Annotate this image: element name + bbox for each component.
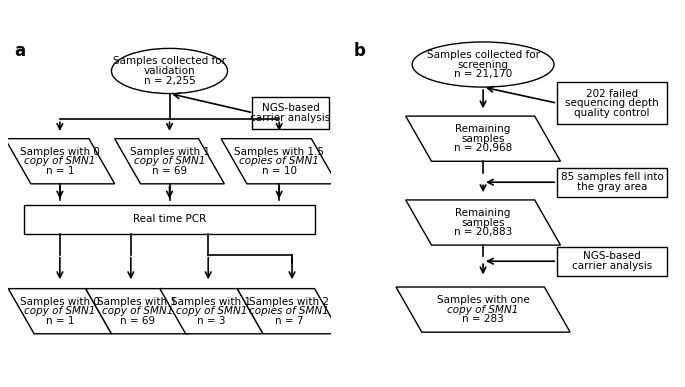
Ellipse shape [412, 42, 554, 87]
Text: a: a [14, 42, 26, 60]
Text: Remaining: Remaining [456, 208, 511, 218]
FancyBboxPatch shape [558, 247, 667, 276]
Polygon shape [221, 139, 337, 184]
Polygon shape [5, 139, 114, 184]
Polygon shape [86, 289, 189, 334]
Text: the gray area: the gray area [577, 182, 647, 192]
Polygon shape [237, 289, 340, 334]
Text: copy of SMN1: copy of SMN1 [101, 306, 173, 316]
Ellipse shape [112, 48, 227, 94]
FancyBboxPatch shape [251, 97, 329, 129]
Text: carrier analysis: carrier analysis [250, 113, 331, 123]
Text: quality control: quality control [574, 108, 650, 118]
Text: n = 1: n = 1 [46, 166, 74, 176]
Text: n = 69: n = 69 [120, 316, 155, 326]
Text: Samples with 1: Samples with 1 [129, 147, 210, 157]
Text: n = 20,883: n = 20,883 [454, 227, 512, 237]
Polygon shape [114, 139, 224, 184]
Text: copy of SMN1: copy of SMN1 [447, 305, 519, 315]
Text: Samples with 0: Samples with 0 [20, 296, 100, 307]
Text: n = 3: n = 3 [197, 316, 225, 326]
Text: Samples collected for: Samples collected for [113, 56, 226, 66]
Text: Real time PCR: Real time PCR [133, 214, 206, 224]
Text: copies of SMN1: copies of SMN1 [239, 156, 319, 166]
Text: 85 samples fell into: 85 samples fell into [561, 172, 664, 182]
Text: copy of SMN1: copy of SMN1 [24, 156, 95, 166]
Text: n = 7: n = 7 [275, 316, 303, 326]
Text: Samples with 1.5: Samples with 1.5 [234, 147, 324, 157]
Text: 202 failed: 202 failed [586, 89, 638, 99]
Text: screening: screening [458, 60, 508, 70]
Text: n = 20,968: n = 20,968 [454, 143, 512, 153]
FancyBboxPatch shape [558, 82, 667, 124]
Text: copy of SMN1: copy of SMN1 [134, 156, 206, 166]
Text: n = 2,255: n = 2,255 [144, 75, 195, 86]
Text: samples: samples [461, 217, 505, 228]
Text: n = 1: n = 1 [46, 316, 74, 326]
Text: Remaining: Remaining [456, 124, 511, 134]
Text: Samples with 0: Samples with 0 [20, 147, 100, 157]
Text: n = 283: n = 283 [462, 314, 504, 324]
FancyBboxPatch shape [25, 205, 314, 234]
Polygon shape [396, 287, 570, 332]
Text: b: b [354, 42, 366, 60]
Text: n = 21,170: n = 21,170 [454, 69, 512, 79]
Polygon shape [406, 116, 560, 161]
Text: NGS-based: NGS-based [262, 103, 319, 113]
Polygon shape [8, 289, 112, 334]
Text: Samples with one: Samples with one [437, 295, 530, 305]
Text: copies of SMN1: copies of SMN1 [249, 306, 329, 316]
Text: validation: validation [144, 66, 195, 76]
Text: copy of SMN1: copy of SMN1 [176, 306, 247, 316]
Text: samples: samples [461, 134, 505, 144]
Text: Samples collected for: Samples collected for [427, 50, 540, 60]
Text: Samples with 1: Samples with 1 [97, 296, 177, 307]
Text: carrier analysis: carrier analysis [572, 261, 652, 271]
Text: n = 69: n = 69 [152, 166, 187, 176]
Text: NGS-based: NGS-based [583, 252, 641, 261]
FancyBboxPatch shape [558, 168, 667, 197]
Polygon shape [406, 200, 560, 245]
Text: sequencing depth: sequencing depth [565, 98, 659, 108]
Polygon shape [160, 289, 263, 334]
Text: Samples with 2: Samples with 2 [249, 296, 329, 307]
Text: copy of SMN1: copy of SMN1 [24, 306, 95, 316]
Text: n = 10: n = 10 [262, 166, 297, 176]
Text: Samples with 1: Samples with 1 [171, 296, 251, 307]
